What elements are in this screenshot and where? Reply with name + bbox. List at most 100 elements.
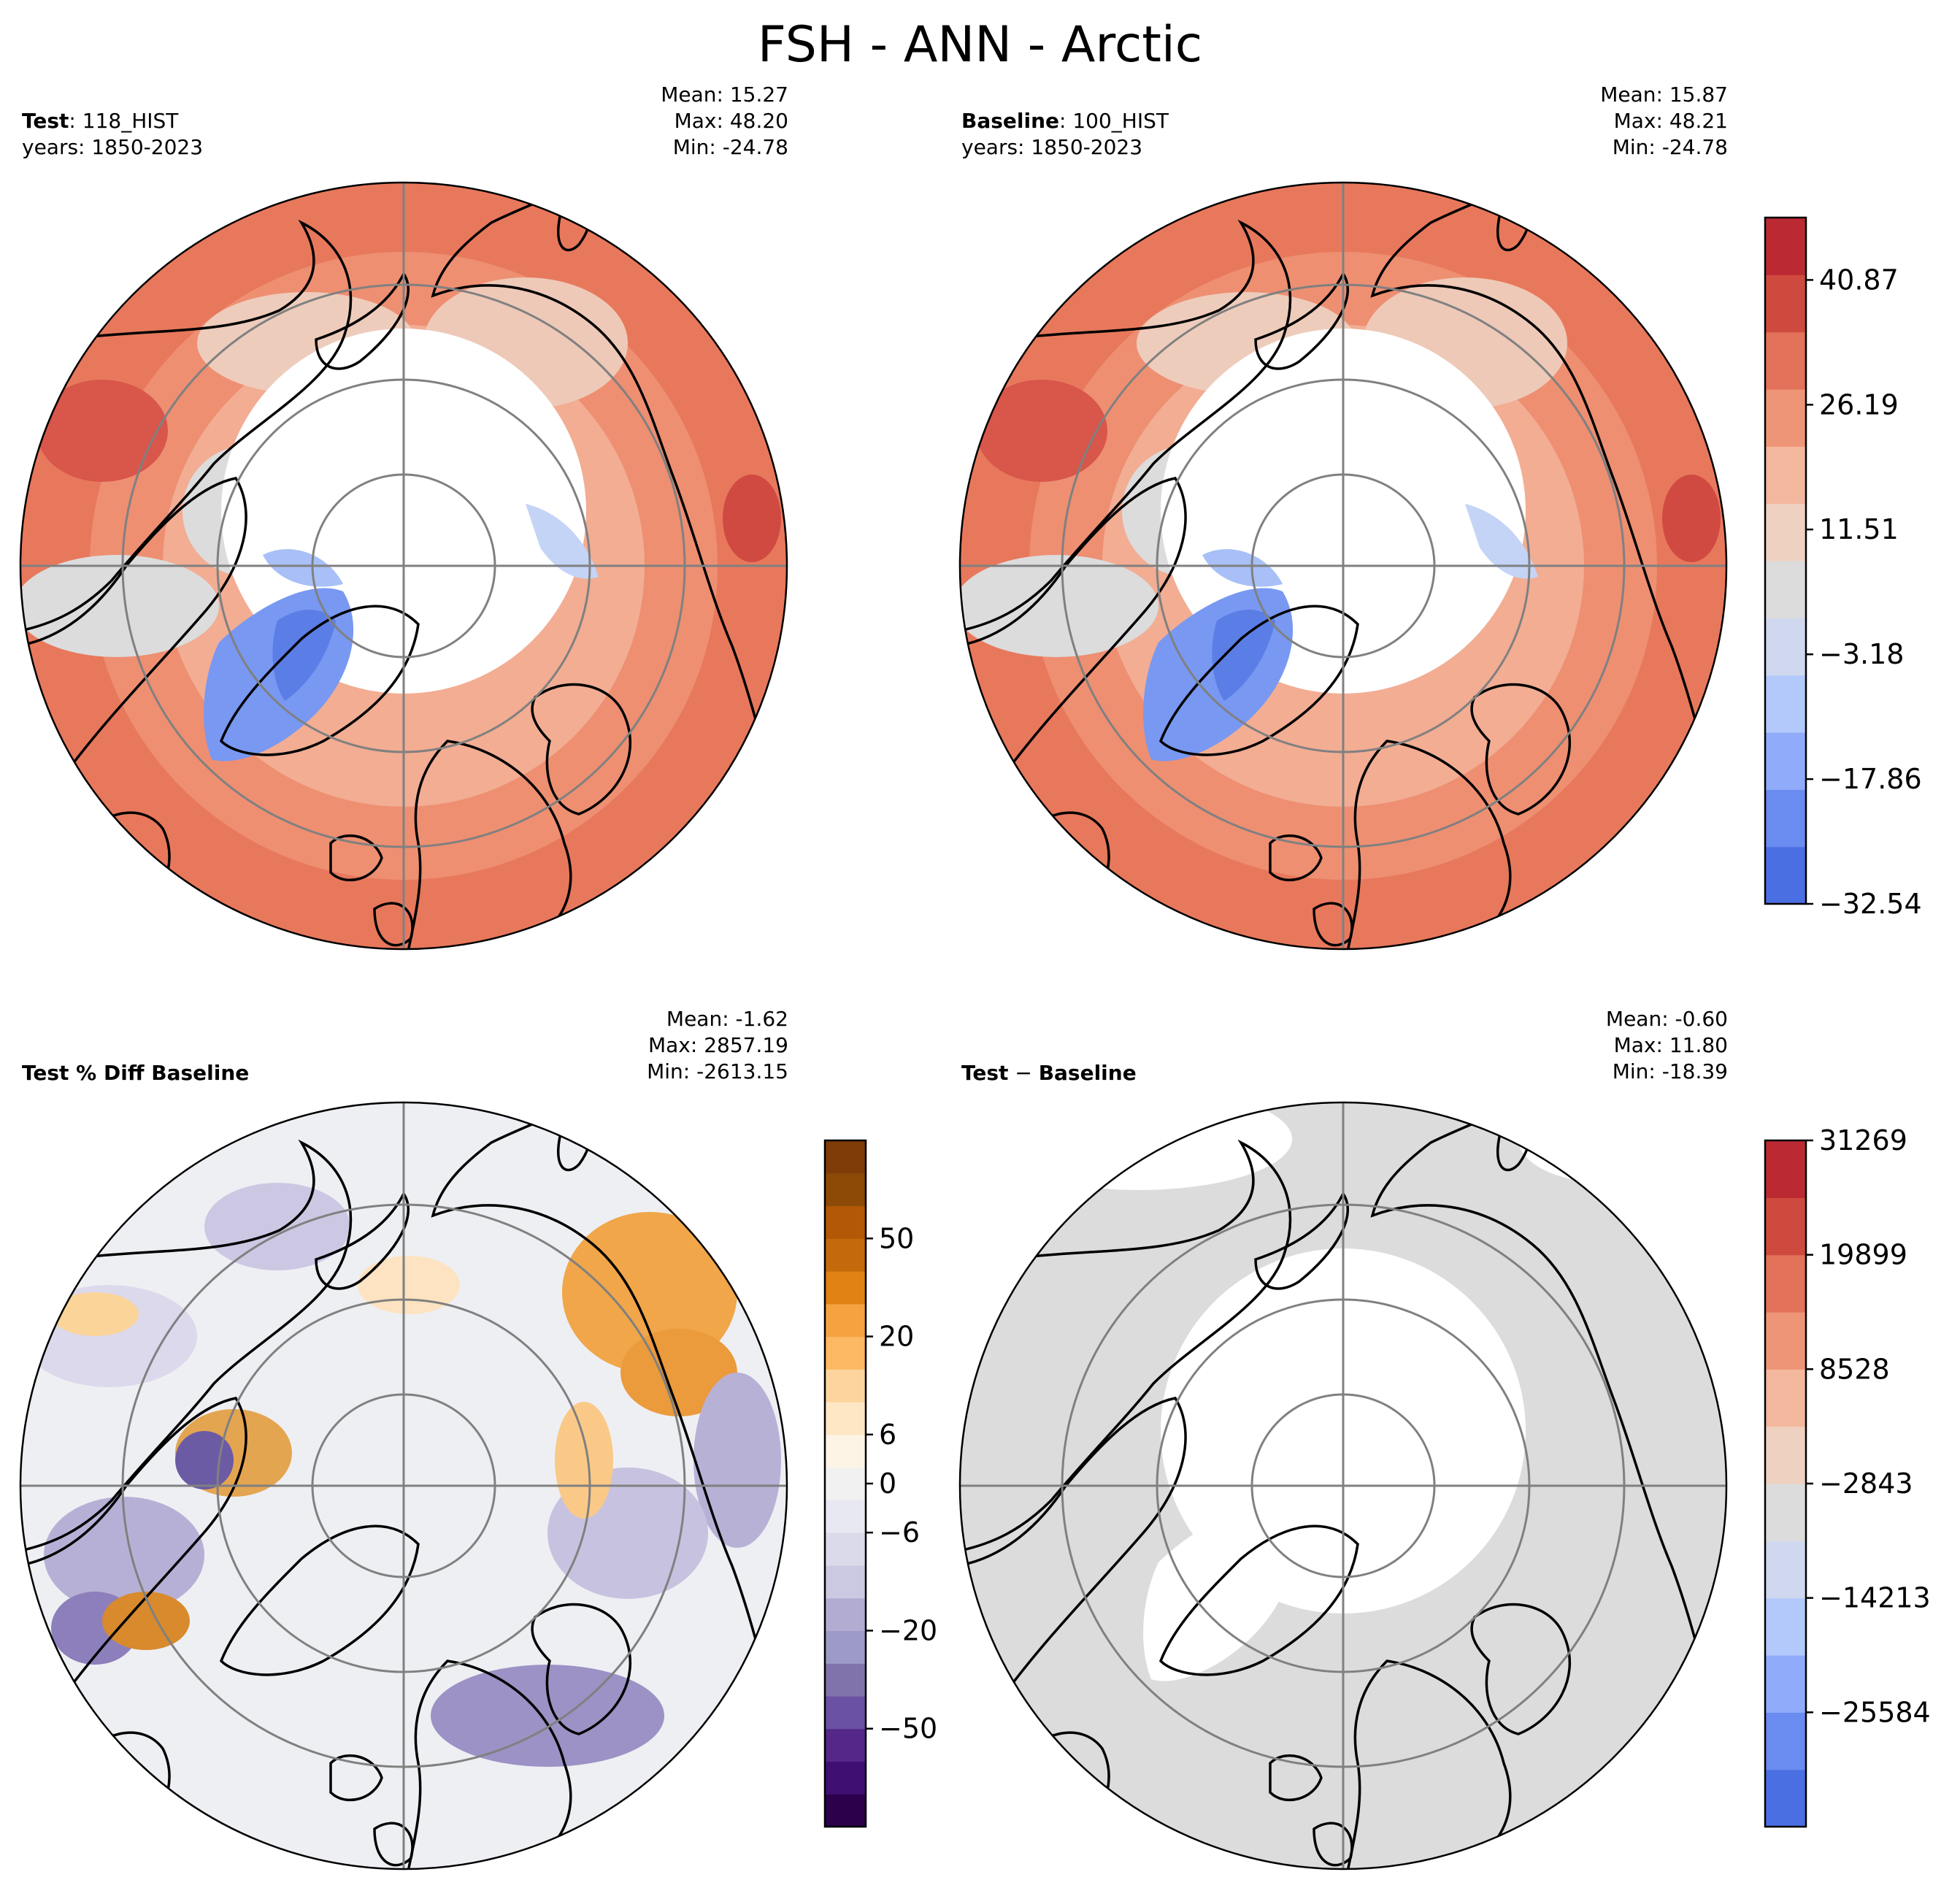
diff-label: Test − Baseline — [961, 1060, 1137, 1086]
cb-pct-swatch-8 — [825, 1532, 866, 1566]
baseline-max: Max: 48.21 — [1613, 109, 1728, 133]
test-label: Test: 118_HIST — [22, 108, 178, 134]
cb-diff-tick-label-0: 31269 — [1819, 1124, 1907, 1156]
cb-diff-swatch-5 — [1765, 1484, 1806, 1541]
baseline-label-case: : 100_HIST — [1059, 109, 1169, 133]
cb-pct-swatch-9 — [825, 1500, 866, 1533]
figure-title: FSH - ANN - Arctic — [757, 16, 1203, 74]
cb-pct-swatch-1 — [825, 1761, 866, 1795]
cb-pct-swatch-3 — [825, 1695, 866, 1730]
cb-top-swatch-5 — [1765, 561, 1806, 618]
map-panel-baseline — [958, 181, 1728, 951]
baseline-stats: Mean: 15.87 Max: 48.21 Min: -24.78 — [1450, 82, 1728, 161]
cb-pct-swatch-0 — [825, 1794, 866, 1827]
cb-top-swatch-6 — [1765, 503, 1806, 561]
cb-diff-swatch-2 — [1765, 1655, 1806, 1713]
cb-diff-swatch-1 — [1765, 1712, 1806, 1770]
cb-pct-swatch-19 — [825, 1173, 866, 1207]
cb-diff-swatch-6 — [1765, 1426, 1806, 1484]
cb-top-swatch-11 — [1765, 218, 1806, 275]
cb-diff-swatch-0 — [1765, 1769, 1806, 1827]
cb-pct-swatch-7 — [825, 1565, 866, 1599]
baseline-label: Baseline: 100_HIST — [961, 108, 1169, 134]
cb-diff-swatch-8 — [1765, 1312, 1806, 1370]
map-panel-pct-diff — [19, 1101, 788, 1871]
cb-pct-swatch-13 — [825, 1369, 866, 1403]
cb-pct-swatch-4 — [825, 1663, 866, 1697]
diff-label-bold2: Baseline — [1038, 1061, 1137, 1085]
cb-pct-tick-label-3: 0 — [879, 1467, 896, 1500]
pct-diff-stats: Mean: -1.62 Max: 2857.19 Min: -2613.15 — [511, 1006, 788, 1085]
pct-diff-label-bold: Test % Diff Baseline — [22, 1061, 250, 1085]
baseline-min: Min: -24.78 — [1612, 135, 1728, 159]
cb-diff-swatch-9 — [1765, 1254, 1806, 1313]
cb-top-tick-label-2: 11.51 — [1819, 513, 1899, 545]
cb-pct-tick-label-1: 20 — [879, 1321, 914, 1353]
cb-top-swatch-4 — [1765, 618, 1806, 676]
diff-stats: Mean: -0.60 Max: 11.80 Min: -18.39 — [1450, 1006, 1728, 1085]
cb-pct-swatch-11 — [825, 1434, 866, 1468]
cb-top-swatch-0 — [1765, 846, 1806, 905]
colorbar-pct-diff: 50 20 6 0 −6 −20 −50 — [823, 1139, 937, 1828]
cb-diff-tick-label-3: −2843 — [1819, 1467, 1913, 1500]
cb-pct-swatch-6 — [825, 1597, 866, 1632]
cb-top-tick-label-4: −17.86 — [1819, 763, 1922, 795]
diff-mean: Mean: -0.60 — [1605, 1007, 1728, 1031]
test-min: Min: -24.78 — [672, 135, 788, 159]
cb-diff-swatch-7 — [1765, 1369, 1806, 1427]
cb-top-swatch-8 — [1765, 389, 1806, 447]
pct-diff-mean: Mean: -1.62 — [666, 1007, 788, 1031]
cb-pct-swatch-17 — [825, 1238, 866, 1272]
cb-pct-swatch-2 — [825, 1728, 866, 1762]
cb-pct-swatch-20 — [825, 1140, 866, 1174]
cb-top-tick-label-5: −32.54 — [1819, 888, 1922, 920]
cb-top-swatch-1 — [1765, 789, 1806, 848]
test-years: years: 1850-2023 — [22, 135, 204, 159]
cb-pct-swatch-18 — [825, 1205, 866, 1239]
cb-pct-tick-label-0: 50 — [879, 1222, 914, 1254]
diff-min: Min: -18.39 — [1612, 1059, 1728, 1083]
diff-max: Max: 11.80 — [1613, 1033, 1728, 1057]
baseline-years: years: 1850-2023 — [961, 135, 1143, 159]
pct-diff-max: Max: 2857.19 — [647, 1033, 788, 1057]
cb-diff-swatch-4 — [1765, 1541, 1806, 1599]
cb-top-swatch-10 — [1765, 275, 1806, 333]
test-stats: Mean: 15.27 Max: 48.20 Min: -24.78 — [511, 82, 788, 161]
colorbar-diff: 31269 19899 8528 −2843 −14213 −25584 — [1764, 1124, 1931, 1828]
cb-diff-tick-label-1: 19899 — [1819, 1239, 1907, 1271]
cb-diff-swatch-10 — [1765, 1197, 1806, 1256]
map-panel-test — [19, 181, 788, 951]
cb-pct-swatch-12 — [825, 1402, 866, 1435]
cb-pct-swatch-5 — [825, 1630, 866, 1664]
cb-pct-swatch-16 — [825, 1271, 866, 1305]
cb-top-frame — [1764, 216, 1807, 905]
diff-label-bold: Test — [961, 1061, 1009, 1085]
cb-diff-swatch-11 — [1765, 1140, 1806, 1198]
cb-diff-tick-label-5: −25584 — [1819, 1696, 1931, 1728]
cb-top-swatch-2 — [1765, 732, 1806, 790]
test-label-bold: Test — [22, 109, 69, 133]
colorbar-test-baseline: 40.87 26.19 11.51 −3.18 −17.86 −32.54 — [1764, 216, 1922, 920]
cb-pct-swatch-14 — [825, 1336, 866, 1370]
baseline-mean: Mean: 15.87 — [1600, 83, 1728, 107]
cb-diff-tick-label-4: −14213 — [1819, 1582, 1931, 1614]
test-label-case: : 118_HIST — [69, 109, 179, 133]
cb-pct-tick-label-5: −20 — [879, 1614, 937, 1646]
cb-pct-swatch-15 — [825, 1303, 866, 1338]
cb-top-swatch-9 — [1765, 331, 1806, 390]
diff-label-minus: − — [1008, 1061, 1039, 1085]
pct-diff-label: Test % Diff Baseline — [22, 1060, 249, 1086]
cb-diff-swatch-3 — [1765, 1597, 1806, 1656]
pct-diff-min: Min: -2613.15 — [647, 1059, 788, 1083]
cb-top-tick-label-0: 40.87 — [1819, 264, 1899, 296]
cb-top-tick-label-3: −3.18 — [1819, 638, 1904, 670]
cb-top-swatch-3 — [1765, 675, 1806, 733]
map-panel-diff — [958, 1101, 1728, 1871]
cb-top-tick-label-1: 26.19 — [1819, 388, 1899, 421]
test-max: Max: 48.20 — [674, 109, 788, 133]
cb-pct-swatch-10 — [825, 1467, 866, 1500]
cb-diff-tick-label-2: 8528 — [1819, 1353, 1890, 1385]
cb-pct-tick-label-6: −50 — [879, 1713, 937, 1745]
test-mean: Mean: 15.27 — [661, 83, 788, 107]
